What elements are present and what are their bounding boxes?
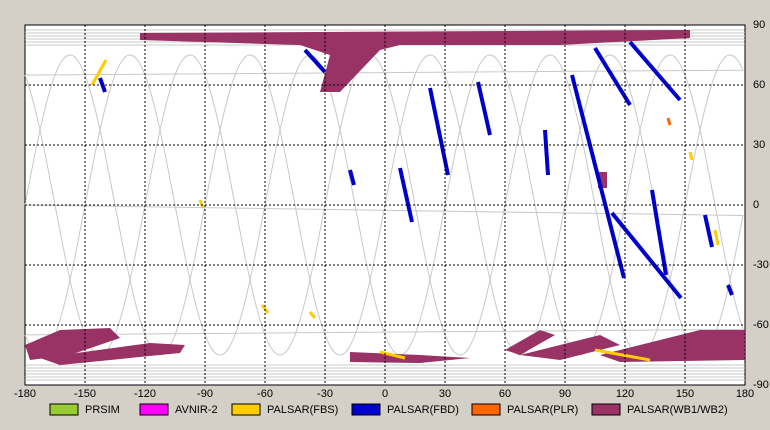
swath-strip <box>90 59 108 86</box>
swath-strip <box>428 87 450 176</box>
swath-strip <box>594 348 651 362</box>
x-tick-label: 90 <box>559 388 571 400</box>
grid <box>24 24 746 386</box>
legend-label: PALSAR(PLR) <box>507 404 578 416</box>
swath-strip <box>726 284 734 296</box>
x-tick-label: -180 <box>14 388 36 400</box>
legend-label: PALSAR(FBS) <box>267 404 338 416</box>
x-tick-label: 30 <box>439 388 451 400</box>
legend-swatch <box>351 403 381 416</box>
swath-strip <box>628 40 682 102</box>
y-tick-label: 30 <box>753 139 765 151</box>
swath-strip <box>379 350 406 360</box>
swath-strip <box>303 48 327 74</box>
x-tick-label: 150 <box>676 388 694 400</box>
y-tick-label: 60 <box>753 79 765 91</box>
swaths <box>25 30 745 365</box>
legend-label: PALSAR(FBD) <box>387 404 459 416</box>
x-tick-label: -90 <box>197 388 213 400</box>
swath-strip <box>666 117 672 126</box>
x-tick-label: 120 <box>616 388 634 400</box>
swath <box>505 330 555 355</box>
swath-strip <box>476 81 492 136</box>
swath <box>600 330 745 362</box>
swath-strip <box>650 189 668 276</box>
x-tick-label: -150 <box>74 388 96 400</box>
swath <box>350 352 470 363</box>
swath <box>520 335 620 360</box>
y-tick-label: -60 <box>753 319 769 331</box>
y-tick-label: 90 <box>753 19 765 31</box>
legend-swatch <box>591 403 621 416</box>
x-tick-label: -60 <box>257 388 273 400</box>
x-tick-label: 180 <box>736 388 754 400</box>
x-tick-label: 0 <box>382 388 388 400</box>
swath-strip <box>688 151 694 161</box>
legend-swatch <box>471 403 501 416</box>
swath <box>25 328 120 360</box>
legend-swatch <box>139 403 169 416</box>
swath-strip <box>198 199 205 209</box>
legend-swatch <box>49 403 79 416</box>
swath-strip <box>713 229 720 246</box>
swath <box>40 343 185 365</box>
swath <box>140 30 690 92</box>
legend-label: AVNIR-2 <box>175 404 218 416</box>
swath-strip <box>348 169 356 186</box>
labels: -180 -150 -120 -90 -60 -30 0 30 60 90 120 150 180 90 6… <box>14 19 769 416</box>
legend-label: PALSAR(WB1/WB2) <box>627 404 728 416</box>
y-tick-label: -90 <box>753 379 769 391</box>
swath-strip <box>610 211 683 300</box>
x-tick-label: 60 <box>499 388 511 400</box>
swath-strip <box>703 214 714 248</box>
swath-strip <box>398 167 414 223</box>
legend-label: PRSIM <box>85 404 120 416</box>
swath-strip <box>593 46 632 107</box>
x-tick-label: -30 <box>317 388 333 400</box>
swath-strip <box>543 129 550 176</box>
x-tick-label: -120 <box>134 388 156 400</box>
legend-swatch <box>231 403 261 416</box>
y-tick-label: -30 <box>753 259 769 271</box>
swath-strip <box>308 311 317 319</box>
swath-strip <box>570 74 626 279</box>
y-tick-label: 0 <box>753 199 759 211</box>
